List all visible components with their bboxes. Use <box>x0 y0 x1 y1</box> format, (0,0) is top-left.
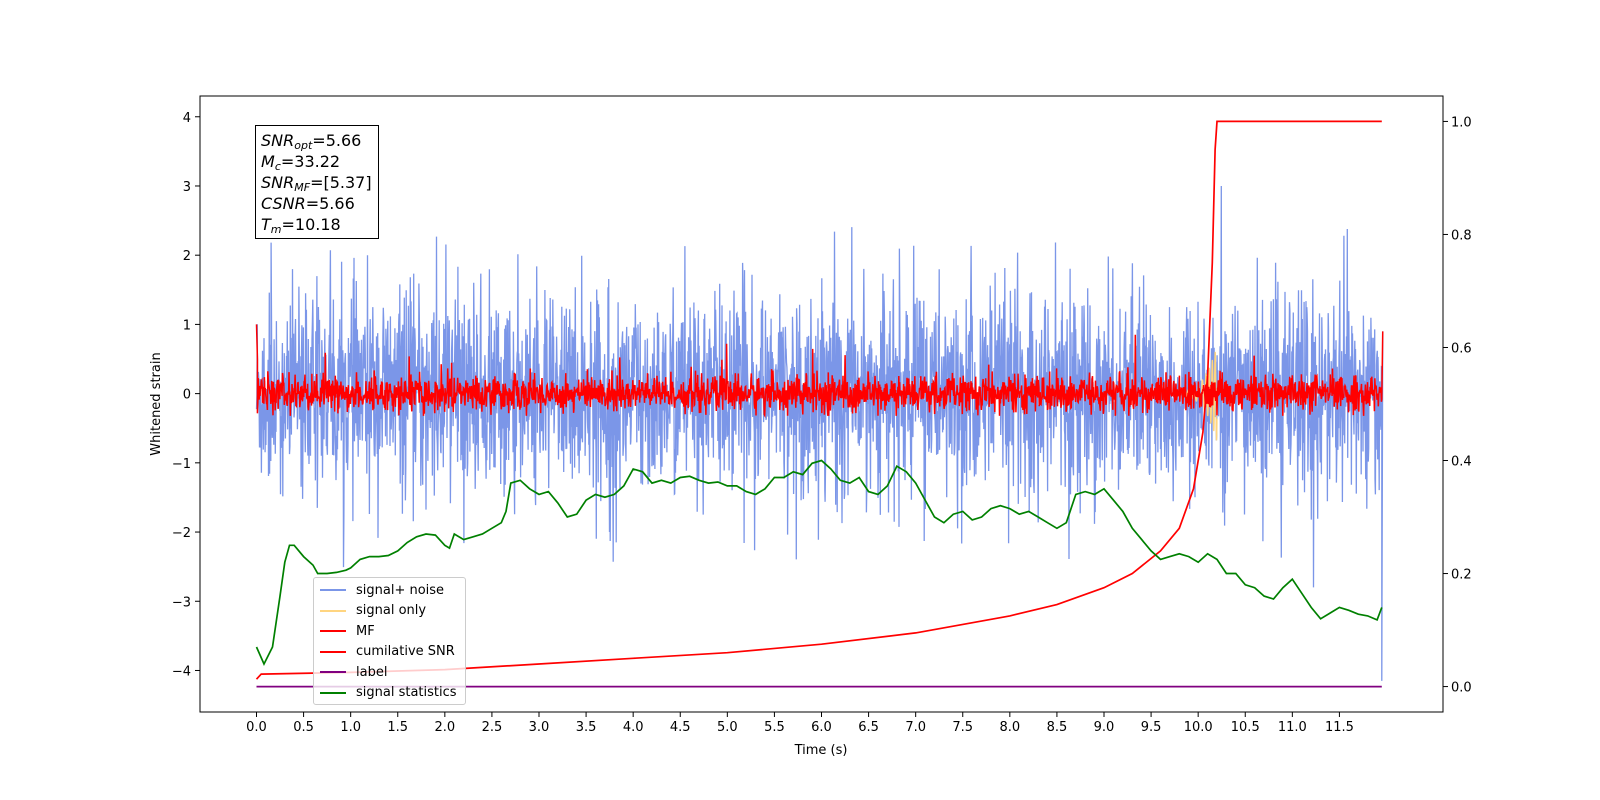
x-tick-label: 7.5 <box>952 720 973 735</box>
legend-label: cumilative SNR <box>356 644 455 660</box>
x-tick-label: 4.0 <box>623 720 644 735</box>
series-mf <box>255 324 1384 418</box>
y-axis-left: −4 −3 −2 −1 0 1 2 3 4 <box>172 111 200 679</box>
y-left-tick-label: 4 <box>183 111 191 126</box>
x-tick-label: 4.5 <box>670 720 691 735</box>
x-tick-label: 2.0 <box>434 720 455 735</box>
y-right-tick-label: 0.0 <box>1451 681 1472 696</box>
y-axis-label: Whitened strain <box>149 352 164 455</box>
x-tick-label: 11.0 <box>1278 720 1307 735</box>
x-tick-label: 11.5 <box>1325 720 1354 735</box>
y-right-tick-label: 0.4 <box>1451 455 1472 470</box>
tm-sub: m <box>270 223 282 236</box>
snr-opt-sub: opt <box>294 139 313 152</box>
legend-item: cumilative SNR <box>320 642 465 663</box>
x-tick-label: 10.0 <box>1184 720 1213 735</box>
legend-label: signal+ noise <box>356 582 445 598</box>
x-tick-label: 8.0 <box>999 720 1020 735</box>
x-tick-label: 5.0 <box>717 720 738 735</box>
legend-swatch <box>320 609 346 612</box>
y-right-tick-label: 0.6 <box>1451 341 1472 356</box>
legend-label: label <box>356 664 388 680</box>
legend-swatch <box>320 691 346 694</box>
csnr-value: =5.66 <box>305 194 355 213</box>
y-axis-right: 0.0 0.2 0.4 0.6 0.8 1.0 <box>1443 115 1472 696</box>
legend-item: signal+ noise <box>320 580 465 601</box>
legend-item: MF <box>320 621 465 642</box>
x-axis-label: Time (s) <box>794 743 848 758</box>
y-right-tick-label: 0.8 <box>1451 228 1472 243</box>
legend-swatch <box>320 671 346 674</box>
mc-label: M <box>261 152 275 171</box>
x-tick-label: 2.5 <box>482 720 503 735</box>
x-tick-label: 5.5 <box>764 720 785 735</box>
series-signal-statistics <box>255 459 1383 666</box>
y-left-tick-label: 2 <box>183 249 191 264</box>
snr-mf-value: =[5.37] <box>310 173 372 192</box>
legend-item: signal only <box>320 601 465 622</box>
x-tick-label: 3.0 <box>529 720 550 735</box>
y-left-tick-label: 1 <box>183 318 191 333</box>
tm-line: Tm=10.18 <box>261 214 378 235</box>
tm-value: =10.18 <box>281 215 341 234</box>
x-tick-label: 8.5 <box>1047 720 1068 735</box>
y-left-tick-label: 0 <box>183 388 191 403</box>
y-left-tick-label: −3 <box>172 595 191 610</box>
csnr-line: CSNR=5.66 <box>261 193 378 214</box>
legend-swatch <box>320 589 346 592</box>
y-right-tick-label: 0.2 <box>1451 568 1472 583</box>
series-signal-noise <box>255 185 1384 681</box>
snr-mf-sub: MF <box>294 181 311 194</box>
x-axis: 0.0 0.5 1.0 1.5 2.0 2.5 3.0 3.5 4.0 4.5 5.0 5.5 6.0 6… <box>246 712 1354 735</box>
x-tick-label: 6.0 <box>811 720 832 735</box>
x-tick-label: 10.5 <box>1231 720 1260 735</box>
snr-opt-label: SNR <box>261 131 295 150</box>
tm-label: T <box>261 215 271 234</box>
snr-mf-line: SNRMF=[5.37] <box>261 172 378 193</box>
legend-item: label <box>320 662 465 683</box>
y-left-tick-label: −1 <box>172 457 191 472</box>
snr-opt-value: =5.66 <box>312 131 362 150</box>
x-tick-label: 1.0 <box>340 720 361 735</box>
legend-label: signal statistics <box>356 685 457 701</box>
legend: signal+ noise signal only MF cumilative SNR… <box>313 577 466 705</box>
series-cumulative-snr <box>255 120 1382 680</box>
mc-line: Mc=33.22 <box>261 151 378 172</box>
y-left-tick-label: 3 <box>183 180 191 195</box>
x-tick-label: 0.0 <box>246 720 267 735</box>
legend-label: signal only <box>356 603 427 619</box>
y-left-tick-label: −4 <box>172 664 191 679</box>
legend-label: MF <box>356 623 375 639</box>
y-right-tick-label: 1.0 <box>1451 115 1472 130</box>
legend-item: signal statistics <box>320 683 465 704</box>
x-tick-label: 9.5 <box>1141 720 1162 735</box>
snr-opt-line: SNRopt=5.66 <box>261 130 378 151</box>
stats-box: SNRopt=5.66 Mc=33.22 SNRMF=[5.37] CSNR=5… <box>255 125 379 239</box>
x-tick-label: 9.0 <box>1094 720 1115 735</box>
x-tick-label: 6.5 <box>858 720 879 735</box>
mc-sub: c <box>274 160 281 173</box>
x-tick-label: 3.5 <box>576 720 597 735</box>
legend-swatch <box>320 630 346 633</box>
mc-value: =33.22 <box>280 152 341 171</box>
y-left-tick-label: −2 <box>172 526 191 541</box>
snr-mf-label: SNR <box>261 173 295 192</box>
legend-swatch <box>320 650 346 653</box>
x-tick-label: 7.0 <box>905 720 926 735</box>
x-tick-label: 0.5 <box>293 720 314 735</box>
x-tick-label: 1.5 <box>387 720 408 735</box>
csnr-label: CSNR <box>261 194 306 213</box>
